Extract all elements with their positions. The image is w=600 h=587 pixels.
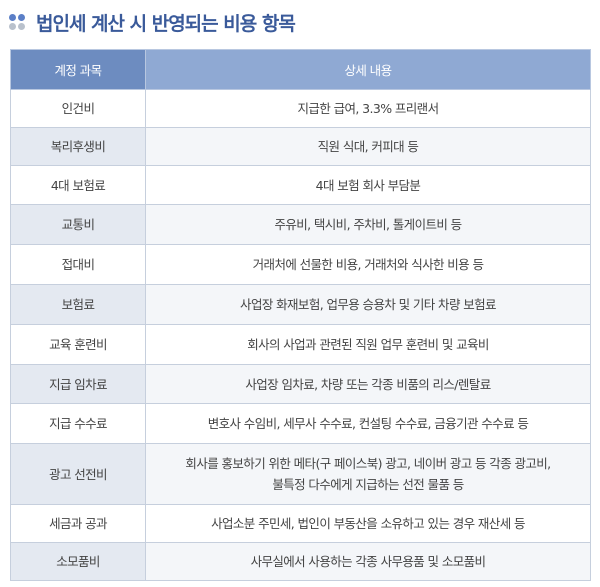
detail-cell: 주유비, 택시비, 주차비, 톨게이트비 등 — [145, 204, 591, 245]
table-row: 교육 훈련비 회사의 사업과 관련된 직원 업무 훈련비 및 교육비 — [10, 324, 591, 365]
table-row: 인건비 지급한 급여, 3.3% 프리랜서 — [10, 89, 591, 128]
header-detail: 상세 내용 — [145, 49, 591, 90]
expense-table: 계정 과목 상세 내용 인건비 지급한 급여, 3.3% 프리랜서 복리후생비 … — [10, 49, 591, 581]
detail-cell: 사업소분 주민세, 법인이 부동산을 소유하고 있는 경우 재산세 등 — [145, 504, 591, 543]
bullet-dot-gray-1 — [9, 23, 16, 30]
table-row: 소모품비 사무실에서 사용하는 각종 사무용품 및 소모품비 — [10, 542, 591, 581]
account-cell: 지급 수수료 — [10, 403, 146, 444]
detail-line-1: 회사를 홍보하기 위한 메타(구 페이스북) 광고, 네이버 광고 등 각종 광… — [185, 456, 551, 471]
detail-cell: 사업장 화재보험, 업무용 승용차 및 기타 차량 보험료 — [145, 284, 591, 325]
table-row: 광고 선전비 회사를 홍보하기 위한 메타(구 페이스북) 광고, 네이버 광고… — [10, 443, 591, 505]
account-cell: 광고 선전비 — [10, 443, 146, 505]
bullet-dot-gray-2 — [18, 23, 25, 30]
table-row: 세금과 공과 사업소분 주민세, 법인이 부동산을 소유하고 있는 경우 재산세… — [10, 504, 591, 543]
detail-cell: 변호사 수임비, 세무사 수수료, 컨설팅 수수료, 금융기관 수수료 등 — [145, 403, 591, 444]
table-row: 지급 임차료 사업장 임차료, 차량 또는 각종 비품의 리스/렌탈료 — [10, 364, 591, 404]
detail-cell: 사무실에서 사용하는 각종 사무용품 및 소모품비 — [145, 542, 591, 581]
account-cell: 소모품비 — [10, 542, 146, 581]
expense-table-container: 계정 과목 상세 내용 인건비 지급한 급여, 3.3% 프리랜서 복리후생비 … — [10, 49, 591, 581]
account-cell: 접대비 — [10, 244, 146, 285]
header-account: 계정 과목 — [10, 49, 146, 90]
page-title: 법인세 계산 시 반영되는 비용 항목 — [36, 12, 296, 35]
account-cell: 복리후생비 — [10, 127, 146, 166]
account-cell: 교통비 — [10, 204, 146, 245]
table-row: 지급 수수료 변호사 수임비, 세무사 수수료, 컨설팅 수수료, 금융기관 수… — [10, 403, 591, 444]
detail-line-2: 불특정 다수에게 지급하는 선전 물품 등 — [272, 477, 464, 492]
account-cell: 보험료 — [10, 284, 146, 325]
detail-cell: 거래처에 선물한 비용, 거래처와 식사한 비용 등 — [145, 244, 591, 285]
page-header: 법인세 계산 시 반영되는 비용 항목 — [8, 6, 296, 38]
detail-cell: 사업장 임차료, 차량 또는 각종 비품의 리스/렌탈료 — [145, 364, 591, 404]
table-header-row: 계정 과목 상세 내용 — [10, 49, 591, 90]
account-cell: 인건비 — [10, 89, 146, 128]
detail-cell: 회사를 홍보하기 위한 메타(구 페이스북) 광고, 네이버 광고 등 각종 광… — [145, 443, 591, 505]
bullet-dots-icon — [8, 12, 30, 32]
account-cell: 교육 훈련비 — [10, 324, 146, 365]
account-cell: 지급 임차료 — [10, 364, 146, 404]
detail-cell: 직원 식대, 커피대 등 — [145, 127, 591, 166]
bullet-dot-blue-2 — [18, 14, 25, 21]
table-row: 교통비 주유비, 택시비, 주차비, 톨게이트비 등 — [10, 204, 591, 245]
detail-cell: 지급한 급여, 3.3% 프리랜서 — [145, 89, 591, 128]
account-cell: 4대 보험료 — [10, 165, 146, 205]
detail-cell: 회사의 사업과 관련된 직원 업무 훈련비 및 교육비 — [145, 324, 591, 365]
account-cell: 세금과 공과 — [10, 504, 146, 543]
table-row: 복리후생비 직원 식대, 커피대 등 — [10, 127, 591, 166]
detail-cell: 4대 보험 회사 부담분 — [145, 165, 591, 205]
bullet-dot-blue-1 — [9, 14, 16, 21]
table-row: 접대비 거래처에 선물한 비용, 거래처와 식사한 비용 등 — [10, 244, 591, 285]
table-row: 보험료 사업장 화재보험, 업무용 승용차 및 기타 차량 보험료 — [10, 284, 591, 325]
table-row: 4대 보험료 4대 보험 회사 부담분 — [10, 165, 591, 205]
